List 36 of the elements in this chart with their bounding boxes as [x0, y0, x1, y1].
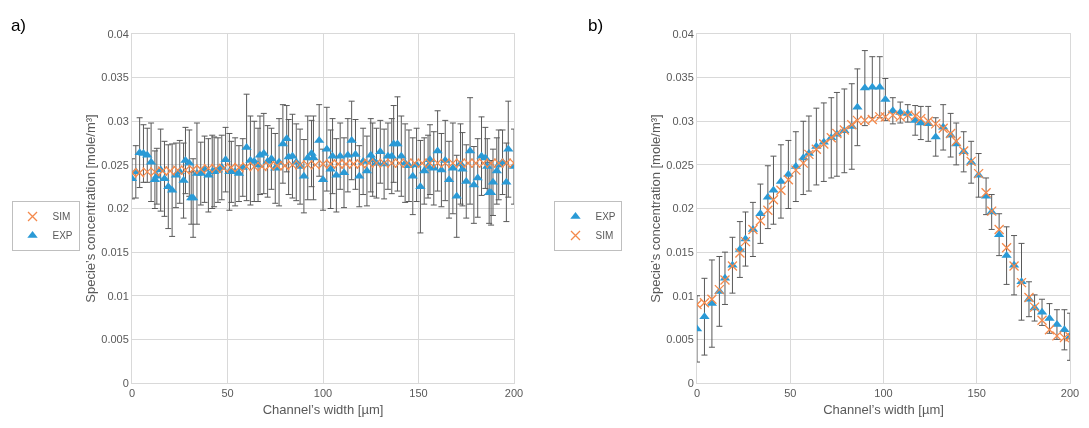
- x-tick-label: 50: [221, 387, 234, 400]
- y-axis-title: Specie’s concentration [mole/m³]: [648, 114, 664, 303]
- y-tick-label: 0: [687, 376, 694, 389]
- x-tick-label: 150: [409, 387, 428, 400]
- y-tick-label: 0.01: [672, 289, 694, 302]
- x-tick-label: 100: [874, 387, 893, 400]
- y-tick-label: 0.03: [107, 115, 129, 128]
- chart-title: b): [587, 16, 604, 36]
- legend-label: EXP: [52, 230, 73, 242]
- y-tick-label: 0.035: [101, 71, 129, 84]
- legend-label: SIM: [52, 211, 71, 223]
- legend-label: SIM: [595, 230, 614, 242]
- y-tick-label: 0.04: [107, 27, 129, 40]
- x-tick-label: 100: [313, 387, 333, 400]
- y-tick-label: 0.02: [672, 202, 694, 215]
- x-axis-title: Channel’s width [µm]: [262, 401, 384, 417]
- y-tick-label: 0.005: [666, 333, 694, 346]
- y-tick-label: 0.03: [672, 115, 694, 128]
- y-tick-label: 0.005: [101, 333, 129, 346]
- y-tick-label: 0.01: [107, 289, 129, 302]
- x-tick-label: 200: [504, 387, 524, 400]
- x-tick-label: 150: [967, 387, 986, 400]
- y-tick-label: 0.015: [101, 245, 129, 258]
- x-tick-label: 50: [784, 387, 797, 400]
- x-tick-label: 200: [1060, 387, 1080, 400]
- y-tick-label: 0.02: [107, 202, 129, 215]
- y-axis-title: Specie’s concentration [mole/m³]: [83, 114, 99, 303]
- y-tick-label: 0.015: [666, 245, 694, 258]
- x-axis-title: Channel’s width [µm]: [823, 401, 944, 417]
- y-tick-label: 0.04: [672, 27, 694, 40]
- chart-title: a): [10, 16, 27, 36]
- y-tick-label: 0.025: [666, 158, 694, 171]
- y-tick-label: 0: [122, 376, 129, 389]
- y-tick-label: 0.025: [101, 158, 129, 171]
- legend-label: EXP: [595, 211, 616, 223]
- y-tick-label: 0.035: [666, 71, 694, 84]
